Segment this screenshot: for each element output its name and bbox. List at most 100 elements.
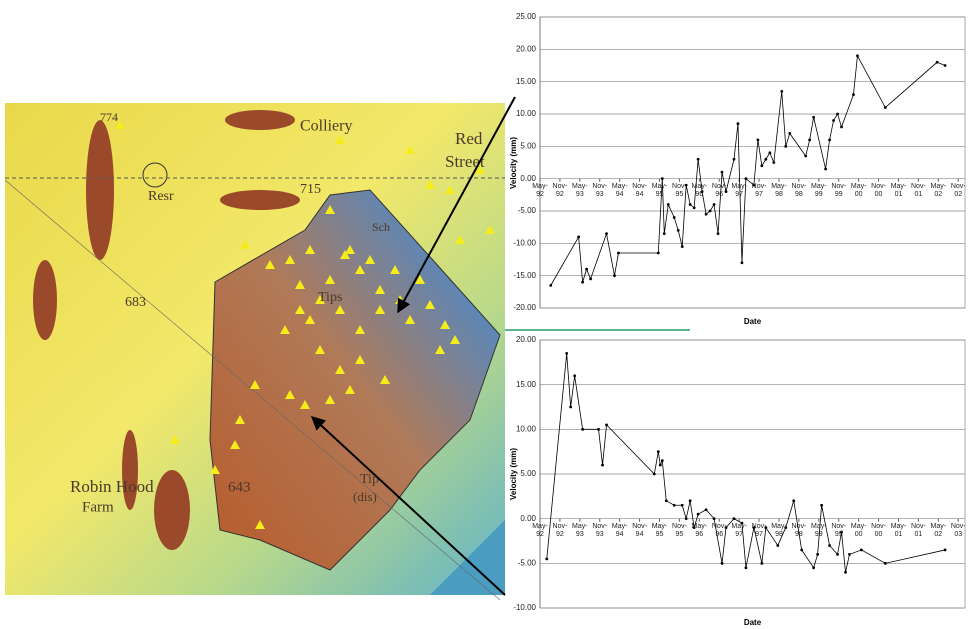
x-tick-label: May-96 bbox=[691, 523, 707, 539]
data-point bbox=[760, 562, 763, 565]
data-point bbox=[840, 126, 843, 129]
x-tick-label: Nov-00 bbox=[871, 523, 887, 539]
y-tick-label: 20.00 bbox=[516, 335, 537, 344]
map-label: (dis) bbox=[353, 489, 377, 504]
data-point bbox=[944, 549, 947, 552]
x-tick-label: Nov-01 bbox=[910, 523, 926, 539]
data-point bbox=[788, 132, 791, 135]
data-point bbox=[697, 158, 700, 161]
data-point bbox=[713, 517, 716, 520]
data-point bbox=[944, 64, 947, 67]
x-tick-label: May-95 bbox=[651, 523, 667, 539]
y-tick-label: 10.00 bbox=[516, 109, 537, 118]
data-point bbox=[852, 93, 855, 96]
map-label: Robin Hood bbox=[70, 477, 154, 496]
y-tick-label: 15.00 bbox=[516, 380, 537, 389]
x-tick-label: Nov-94 bbox=[632, 183, 648, 199]
y-tick-label: -5.00 bbox=[518, 558, 537, 567]
data-point bbox=[657, 450, 660, 453]
x-tick-label: May-92 bbox=[532, 523, 548, 539]
data-point bbox=[836, 553, 839, 556]
x-tick-label: May-01 bbox=[890, 523, 906, 539]
data-point bbox=[768, 151, 771, 154]
y-tick-label: 20.00 bbox=[516, 44, 537, 53]
data-point bbox=[721, 562, 724, 565]
data-point bbox=[601, 464, 604, 467]
map-label: 715 bbox=[300, 182, 321, 197]
data-point bbox=[717, 232, 720, 235]
y-tick-label: -10.00 bbox=[513, 603, 536, 612]
data-point bbox=[808, 138, 811, 141]
map-label: 774 bbox=[100, 110, 118, 124]
y-tick-label: -15.00 bbox=[513, 271, 536, 280]
x-tick-label: May-97 bbox=[731, 523, 747, 539]
y-tick-label: 5.00 bbox=[520, 469, 536, 478]
y-tick-label: 15.00 bbox=[516, 77, 537, 86]
x-tick-label: May-00 bbox=[851, 183, 867, 199]
x-tick-label: Nov-01 bbox=[910, 183, 926, 199]
data-point bbox=[573, 374, 576, 377]
data-point bbox=[760, 164, 763, 167]
x-axis-title: Date bbox=[744, 618, 762, 627]
data-point bbox=[804, 155, 807, 158]
x-tick-label: Nov-97 bbox=[751, 523, 767, 539]
x-tick-label: Nov-97 bbox=[751, 183, 767, 199]
map-woodland bbox=[86, 120, 114, 260]
x-tick-label: May-99 bbox=[811, 183, 827, 199]
data-point bbox=[836, 113, 839, 116]
x-tick-label: Nov-92 bbox=[552, 523, 568, 539]
x-tick-label: Nov-92 bbox=[552, 183, 568, 199]
data-point bbox=[709, 210, 712, 213]
data-point bbox=[733, 517, 736, 520]
x-tick-label: May-97 bbox=[731, 183, 747, 199]
data-point bbox=[577, 235, 580, 238]
x-tick-label: May-02 bbox=[930, 183, 946, 199]
data-point bbox=[764, 158, 767, 161]
x-tick-label: May-93 bbox=[572, 183, 588, 199]
map-label: 643 bbox=[228, 479, 251, 495]
x-tick-label: May-00 bbox=[851, 523, 867, 539]
data-point bbox=[832, 119, 835, 122]
data-point bbox=[597, 428, 600, 431]
map-woodland bbox=[154, 470, 190, 550]
data-point bbox=[667, 203, 670, 206]
y-tick-label: 5.00 bbox=[520, 141, 536, 150]
data-point bbox=[884, 106, 887, 109]
map-label: Resr bbox=[148, 189, 174, 204]
data-point bbox=[677, 229, 680, 232]
x-tick-label: Nov-95 bbox=[671, 183, 687, 199]
data-point bbox=[605, 232, 608, 235]
data-point bbox=[545, 557, 548, 560]
data-point bbox=[689, 203, 692, 206]
data-point bbox=[828, 138, 831, 141]
x-tick-label: Nov-00 bbox=[871, 183, 887, 199]
x-tick-label: May-98 bbox=[771, 183, 787, 199]
data-point bbox=[549, 284, 552, 287]
data-point bbox=[605, 423, 608, 426]
data-point bbox=[589, 278, 592, 281]
data-point bbox=[792, 499, 795, 502]
map-label: 683 bbox=[125, 295, 146, 310]
x-tick-label: Nov-95 bbox=[671, 523, 687, 539]
data-point bbox=[860, 549, 863, 552]
data-point bbox=[661, 177, 664, 180]
data-point bbox=[681, 504, 684, 507]
data-point bbox=[936, 61, 939, 64]
y-tick-label: -10.00 bbox=[513, 238, 536, 247]
data-point bbox=[741, 261, 744, 264]
data-point bbox=[884, 562, 887, 565]
data-point bbox=[820, 504, 823, 507]
x-tick-label: Nov-99 bbox=[831, 183, 847, 199]
y-axis-title: Velocity (mm) bbox=[509, 137, 518, 189]
map-woodland bbox=[33, 260, 57, 340]
data-point bbox=[812, 566, 815, 569]
x-tick-label: May-93 bbox=[572, 523, 588, 539]
data-point bbox=[661, 459, 664, 462]
data-point bbox=[581, 428, 584, 431]
y-axis-title: Velocity (mm) bbox=[509, 448, 518, 500]
data-point bbox=[697, 513, 700, 516]
data-point bbox=[617, 252, 620, 255]
data-point bbox=[663, 232, 666, 235]
x-tick-label: Nov-98 bbox=[791, 183, 807, 199]
x-tick-label: Nov-96 bbox=[711, 523, 727, 539]
